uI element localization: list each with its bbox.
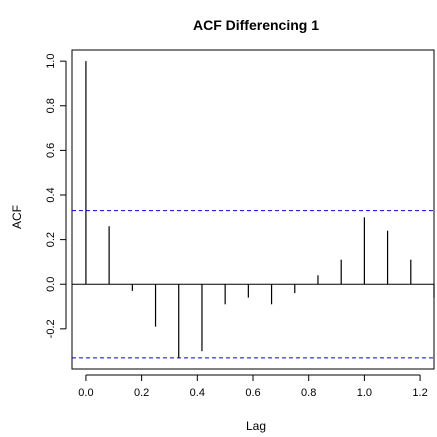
plot-border <box>71 49 435 370</box>
x-tick-label: 0.4 <box>190 387 205 399</box>
chart-title: ACF Differencing 1 <box>193 17 319 33</box>
y-tick-label: 0.8 <box>45 98 57 113</box>
x-tick-label: 0.8 <box>301 387 316 399</box>
x-tick-label: 0.6 <box>245 387 260 399</box>
y-tick-label: 0.0 <box>45 277 57 292</box>
y-tick-label: 0.6 <box>45 143 57 158</box>
y-axis-label: ACF <box>10 205 24 229</box>
y-tick-label: -0.2 <box>45 319 57 338</box>
plot-area: 0.0 0.2 0.4 0.6 0.8 1.0 1.2 -0.2 0.0 0.2 0.4 0.6 0.8… <box>45 49 435 399</box>
x-tick-label: 0.2 <box>134 387 149 399</box>
x-tick-label: 1.0 <box>357 387 372 399</box>
y-tick-label: 0.2 <box>45 232 57 247</box>
x-tick-label: 1.2 <box>412 387 427 399</box>
x-axis-label: Lag <box>246 419 266 433</box>
y-tick-label: 0.4 <box>45 187 57 202</box>
x-tick-label: 0.0 <box>78 387 93 399</box>
y-tick-label: 1.0 <box>45 54 57 69</box>
